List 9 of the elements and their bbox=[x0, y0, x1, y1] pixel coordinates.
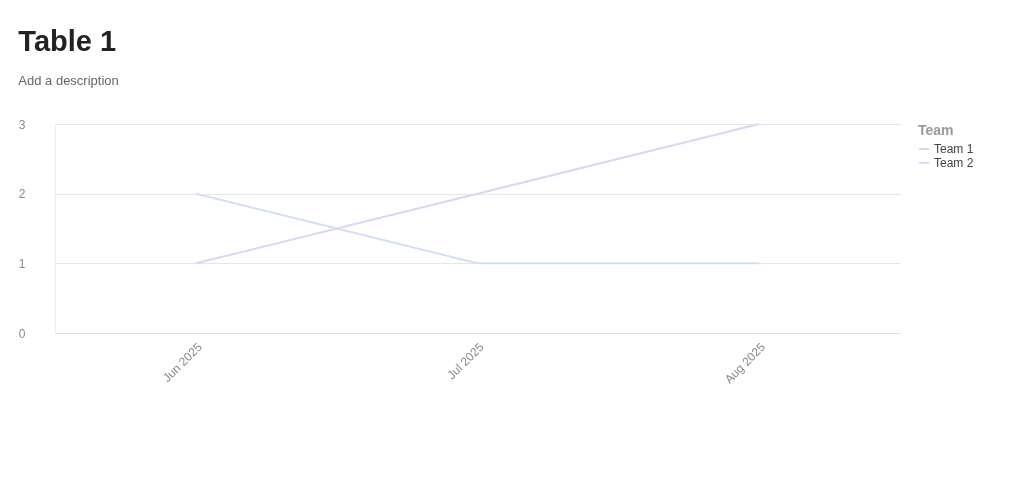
y-tick-label: 2 bbox=[18, 187, 26, 202]
chart-title: Table 1 bbox=[18, 25, 117, 57]
legend-label: Team 1 bbox=[934, 142, 974, 156]
chart-subtitle: Add a description bbox=[18, 73, 119, 88]
y-tick-label: 3 bbox=[18, 117, 26, 132]
legend-title: Team bbox=[918, 122, 954, 138]
y-tick-label: 0 bbox=[18, 326, 26, 341]
y-tick-label: 1 bbox=[18, 256, 26, 271]
legend-label: Team 2 bbox=[934, 156, 974, 170]
